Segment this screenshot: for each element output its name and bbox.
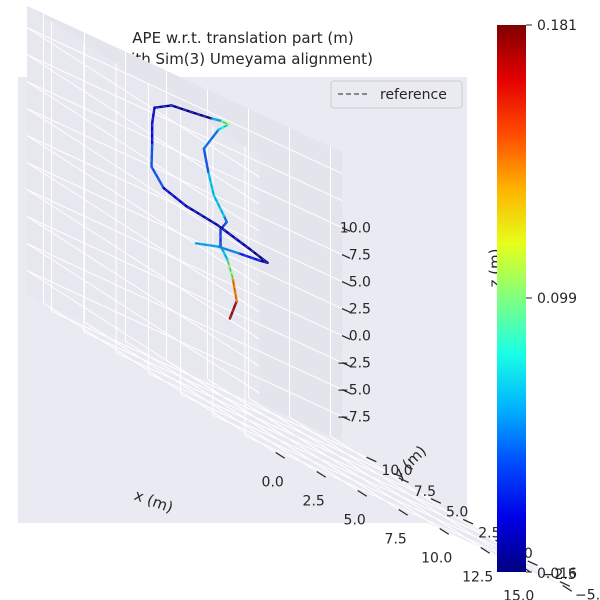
grid-line-y-floor: [180, 393, 496, 541]
z-tick-label: 5.0: [349, 275, 371, 291]
grid-line-y-floor: [83, 331, 399, 479]
trajectory-segment: [170, 104, 194, 114]
z-tick: [341, 308, 351, 313]
z-tick: [341, 335, 351, 340]
trajectory-segment: [216, 223, 250, 250]
colorbar-label-mid: 0.099: [537, 291, 577, 307]
y-tick-label: −5.0: [575, 588, 600, 600]
colorbar-label-max: 0.181: [537, 18, 577, 34]
z-tick: [341, 389, 351, 394]
grid-line-y-floor: [212, 414, 528, 562]
grid-line-z-side: [26, 135, 260, 286]
grid-line-z-back: [26, 54, 343, 202]
trajectory-segment: [150, 143, 154, 168]
z-tick-label: −5.0: [337, 383, 371, 399]
y-tick: [366, 456, 377, 463]
grid-line-x-floor: [125, 340, 358, 491]
grid-line-z-side: [26, 27, 260, 178]
x-tick: [480, 546, 491, 554]
y-tick: [559, 581, 571, 587]
grid-line-z-back: [26, 27, 343, 175]
x-tick: [316, 470, 327, 478]
x-tick: [275, 451, 286, 459]
x-tick: [357, 489, 368, 497]
x-tick-label: 5.0: [344, 512, 366, 528]
grid-line-z-back: [26, 81, 343, 229]
z-tick: [341, 281, 351, 286]
z-tick: [341, 416, 351, 421]
grid-line-z-side: [26, 81, 260, 232]
grid-line-z-side: [26, 189, 260, 340]
y-tick: [462, 518, 474, 525]
grid-line-z-side: [26, 270, 260, 421]
colorbar-label-min: 0.016: [537, 566, 577, 582]
z-tick: [341, 227, 351, 232]
grid-line-z-side: [26, 162, 260, 313]
legend-frame: [330, 80, 463, 109]
x-tick-label: 0.0: [262, 474, 284, 490]
colorbar: 0.181 0.099 0.016: [497, 18, 577, 582]
legend: reference: [330, 80, 463, 109]
grid-line-z-side: [26, 54, 260, 205]
grid-line-x-floor: [248, 397, 481, 548]
grid-line-z-side: [26, 243, 260, 394]
chart-title-line-2: (with Sim(3) Umeyama alignment): [113, 50, 373, 68]
x-tick-label: 12.5: [462, 569, 493, 585]
z-tick-label: 2.5: [349, 302, 371, 318]
x-tick: [562, 584, 573, 592]
side-pane-yz: [27, 6, 260, 445]
grid-line-y-floor: [148, 373, 464, 520]
y-tick-label: 2.5: [478, 525, 500, 541]
y-tick: [398, 477, 409, 484]
grid-line-z-side: [26, 216, 260, 367]
z-tick-label: −7.5: [337, 410, 371, 426]
trajectory-segment: [190, 111, 212, 120]
trajectory-segment: [237, 252, 260, 262]
x-tick: [398, 508, 409, 516]
y-tick-label: 10.0: [381, 463, 412, 479]
grid-line-z-back: [26, 216, 343, 364]
trajectory-series: [150, 104, 269, 320]
colorbar-gradient: [497, 25, 526, 572]
y-tick: [430, 498, 442, 504]
legend-label-reference: reference: [380, 87, 447, 103]
grid-line-z-back: [26, 108, 343, 256]
y-tick: [527, 560, 538, 567]
grid-line-z-back: [26, 270, 343, 418]
z-tick: [341, 362, 351, 367]
grid-line-x-floor: [43, 302, 276, 453]
x-tick-label: 15.0: [503, 588, 534, 600]
grid-line-y-floor: [51, 310, 367, 458]
z-tick: [341, 254, 351, 259]
grid-line-z-back: [26, 162, 343, 310]
chart-title-line-1: APE w.r.t. translation part (m): [132, 29, 353, 47]
grid-line-z-back: [26, 189, 343, 337]
z-tick-label: −2.5: [337, 356, 371, 372]
y-tick-label: 5.0: [446, 505, 468, 521]
y-tick-label: −2.5: [543, 567, 577, 583]
grid-line-y-floor: [115, 352, 432, 500]
trajectory-segment: [216, 245, 240, 255]
grid-line-z-back: [26, 135, 343, 283]
z-tick-label: 7.5: [349, 248, 371, 264]
y-tick-label: 7.5: [414, 484, 436, 500]
z-tick-label: 10.0: [340, 221, 371, 237]
x-tick: [439, 527, 450, 535]
x-tick-label: 7.5: [385, 531, 407, 547]
grid-line-x-floor: [84, 321, 317, 472]
x-tick-label: 10.0: [421, 550, 452, 566]
reference-trajectory-line: [150, 104, 268, 319]
x-tick-label: 2.5: [303, 493, 325, 509]
grid-line-z-back: [26, 243, 343, 391]
z-tick-label: 0.0: [349, 329, 371, 345]
grid-line-x-floor: [207, 378, 440, 529]
grid-line-x-floor: [289, 416, 522, 567]
